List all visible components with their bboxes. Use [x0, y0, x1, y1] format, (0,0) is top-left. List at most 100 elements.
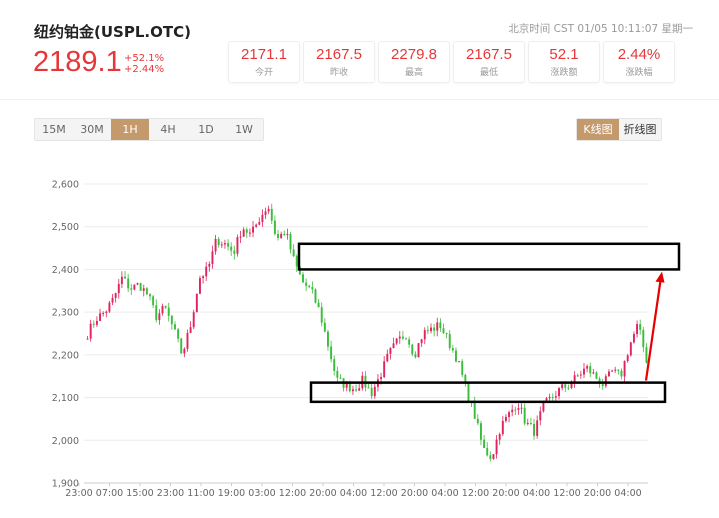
candle-body	[383, 361, 386, 378]
candle-body	[227, 243, 230, 247]
candle-body	[592, 372, 595, 374]
candle-body	[161, 305, 164, 314]
y-tick-label: 2,400	[52, 265, 79, 276]
price-change-percent: +2.44%	[124, 64, 165, 75]
candle-body	[423, 330, 426, 340]
candle-body	[258, 222, 261, 225]
candle-body	[248, 232, 251, 234]
candle-body	[451, 348, 454, 351]
candle-body	[608, 371, 610, 377]
candle-body	[542, 400, 545, 412]
stat-value: 2167.5	[466, 46, 512, 63]
timeframe-15m[interactable]: 15M	[42, 123, 66, 136]
candle-body	[277, 233, 279, 238]
candle-body	[164, 305, 167, 308]
candle-body	[495, 439, 498, 455]
x-tick-label: 04:00	[340, 488, 367, 499]
candle-body	[430, 327, 432, 332]
annotation-arrow	[644, 280, 662, 381]
candle-body	[314, 289, 317, 303]
candle-body	[217, 238, 220, 246]
candle-body	[445, 333, 448, 335]
candle-body	[130, 288, 133, 290]
candle-body	[149, 294, 151, 297]
y-tick-label: 2,100	[52, 393, 79, 404]
stat-value: 2171.1	[241, 46, 287, 63]
candle-body	[158, 313, 161, 321]
timeframe-1h[interactable]: 1H	[111, 119, 149, 140]
candle-body	[536, 420, 539, 436]
candle-body	[245, 229, 248, 233]
x-tick-label: 20:00	[492, 488, 519, 499]
candle-body	[348, 382, 351, 392]
candle-body	[598, 378, 601, 385]
candle-body	[461, 361, 464, 375]
header-divider	[0, 99, 719, 100]
timestamp: 北京时间 CST 01/05 10:11:07 星期一	[508, 23, 693, 35]
candle-body	[95, 320, 98, 325]
timeframe-4h[interactable]: 4H	[160, 123, 176, 136]
candle-body	[395, 338, 398, 344]
stat-high: 2279.8 最高	[378, 41, 450, 83]
candle-body	[345, 382, 348, 388]
chart-type-kline[interactable]: K线图	[577, 119, 619, 140]
candle-body	[373, 386, 376, 397]
candle-body	[442, 328, 445, 334]
timeframe-selector: 15M 30M 1H 4H 1D 1W	[34, 118, 264, 141]
stat-value: 2279.8	[391, 46, 437, 63]
x-tick-label: 20:00	[401, 488, 428, 499]
candle-body	[523, 407, 526, 424]
timeframe-1w[interactable]: 1W	[235, 123, 253, 136]
timeframe-1d[interactable]: 1D	[198, 123, 214, 136]
candle-body	[589, 366, 592, 374]
candle-body	[239, 236, 242, 238]
stat-value: 2.44%	[617, 46, 661, 63]
x-tick-label: 04:00	[431, 488, 458, 499]
candle-body	[102, 312, 105, 314]
candle-body	[492, 454, 495, 459]
candle-body	[323, 322, 326, 332]
candle-body	[236, 237, 239, 254]
candle-body	[405, 338, 407, 340]
candle-body	[330, 346, 333, 360]
candle-body	[448, 333, 451, 349]
x-tick-label: 19:00	[218, 488, 245, 499]
candle-body	[436, 322, 439, 331]
candle-body	[155, 305, 158, 321]
timeframe-30m[interactable]: 30M	[80, 123, 104, 136]
candle-body	[489, 455, 492, 459]
candle-body	[623, 361, 626, 377]
candle-body	[120, 276, 123, 284]
candle-body	[586, 366, 589, 369]
candle-body	[579, 374, 582, 376]
candle-body	[511, 409, 514, 413]
x-tick-label: 12:00	[279, 488, 306, 499]
candle-body	[414, 354, 417, 358]
x-tick-label: 03:00	[248, 488, 275, 499]
candle-body	[205, 266, 208, 277]
candle-body	[333, 359, 336, 371]
stat-label: 今开	[254, 68, 273, 78]
stat-label: 涨跌额	[550, 68, 578, 78]
candle-body	[292, 249, 295, 257]
chart-type-line[interactable]: 折线图	[623, 123, 657, 136]
candle-body	[186, 332, 189, 349]
candle-body	[89, 323, 92, 339]
x-tick-label: 07:00	[96, 488, 123, 499]
stat-change-percent: 2.44% 涨跌幅	[603, 41, 675, 83]
candle-body	[389, 347, 392, 354]
stat-change-amount: 52.1 涨跌额	[528, 41, 600, 83]
candle-body	[392, 343, 395, 348]
candle-body	[233, 250, 236, 254]
candle-body	[576, 375, 579, 377]
candle-body	[433, 327, 436, 331]
candle-body	[595, 372, 598, 379]
candle-body	[108, 302, 111, 312]
x-tick-label: 15:00	[126, 488, 153, 499]
candle-body	[486, 447, 489, 456]
candle-body	[180, 338, 183, 354]
candle-body	[124, 276, 126, 279]
candle-body	[604, 376, 607, 386]
x-tick-label: 12:00	[370, 488, 397, 499]
